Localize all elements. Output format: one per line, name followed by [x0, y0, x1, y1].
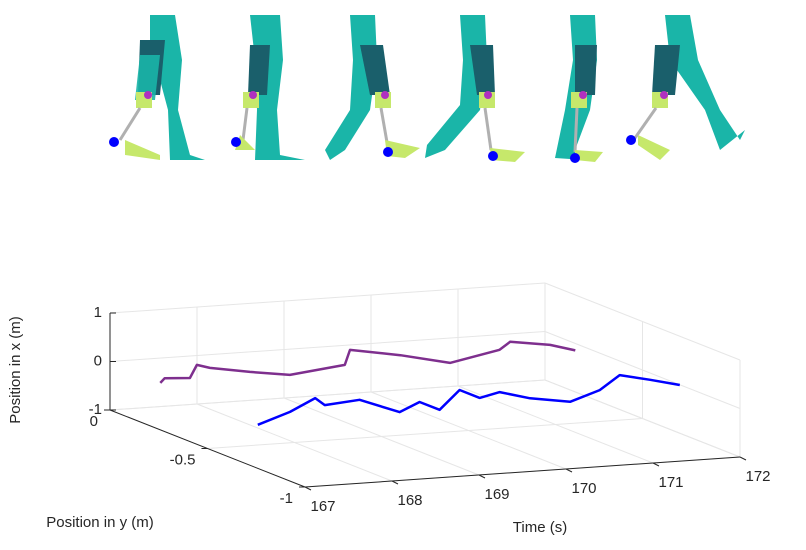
walking-frames [109, 15, 745, 163]
x-tick-label: 171 [658, 474, 683, 491]
tick-mark [739, 456, 747, 461]
tick-mark [565, 468, 573, 473]
tick-mark [304, 486, 312, 491]
grid-line [109, 331, 546, 362]
data-line [159, 340, 576, 384]
tick-mark [478, 474, 486, 479]
y-axis-label: Position in y (m) [46, 514, 154, 531]
x-tick-label: 168 [397, 492, 422, 509]
y-tick-label: -0.5 [170, 451, 196, 468]
x-tick-label: 170 [571, 480, 596, 497]
grid-line [544, 282, 741, 361]
y-tick-label: -1 [280, 490, 293, 507]
z-axis-label: Position in x (m) [7, 316, 24, 424]
grid-line [109, 282, 546, 314]
grid-line [544, 331, 741, 409]
tick-mark [652, 462, 660, 467]
data-line [257, 373, 681, 426]
grid-line [207, 418, 643, 449]
x-tick-label: 169 [484, 486, 509, 503]
axis-line [304, 456, 741, 488]
x-axis-label: Time (s) [513, 519, 567, 536]
grid-line [544, 379, 741, 458]
tick-mark [391, 480, 399, 485]
z-tick-label: -1 [89, 401, 102, 418]
grid-line [109, 379, 546, 411]
z-tick-label: 1 [94, 304, 102, 321]
y-tick-label: 0 [90, 413, 98, 430]
x-tick-label: 167 [310, 498, 335, 515]
z-tick-label: 0 [94, 352, 102, 369]
x-tick-label: 172 [745, 468, 770, 485]
